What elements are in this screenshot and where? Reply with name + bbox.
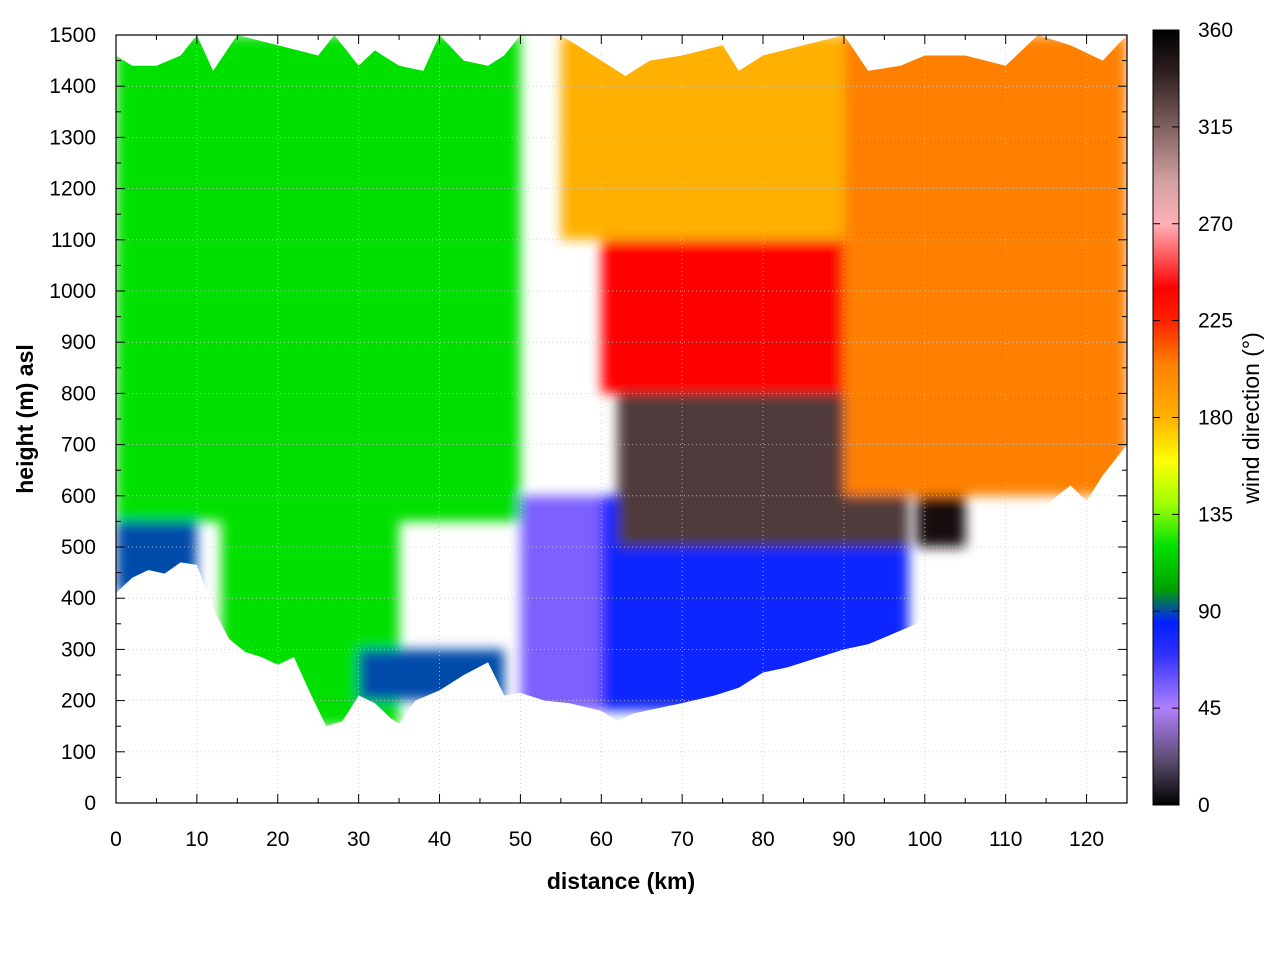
field-patch [116,521,197,594]
y-tick-label: 500 [61,536,96,559]
y-tick-label: 800 [61,382,96,405]
x-axis: 0 10 20 30 40 50 60 70 80 90 100 110 120 [110,35,1104,851]
field-patch [560,35,844,240]
x-tick-label: 50 [509,828,532,851]
x-tick-label: 30 [347,828,370,851]
colorbar-tick-label: 180 [1198,407,1233,430]
x-tick-label: 110 [989,828,1022,851]
x-axis-title: distance (km) [547,868,695,894]
field-patch [843,35,1127,496]
x-tick-label: 70 [670,828,693,851]
colorbar: 0 45 90 135 180 225 270 315 360 wind direction (… [1152,19,1264,817]
colorbar-title: wind direction (°) [1238,332,1264,505]
x-tick-label: 80 [751,828,774,851]
field-patch [358,649,505,701]
y-tick-label: 900 [61,331,96,354]
colorbar-tick-label: 90 [1198,600,1221,623]
colorbar-ticks: 0 45 90 135 180 225 270 315 360 [1153,19,1233,817]
y-tick-label: 700 [61,434,96,457]
field-patch [116,35,521,522]
y-tick-label: 1300 [49,126,96,149]
y-tick-label: 1500 [49,24,96,47]
colorbar-tick-label: 360 [1198,19,1233,42]
y-tick-label: 200 [61,690,96,713]
colorbar-tick-label: 45 [1198,697,1221,720]
x-tick-label: 90 [832,828,855,851]
y-tick-label: 1000 [49,280,96,303]
y-tick-label: 400 [61,587,96,610]
y-tick-label: 600 [61,485,96,508]
y-tick-label: 1400 [49,75,96,98]
colorbar-tick-label: 135 [1198,503,1233,526]
colorbar-tick-label: 0 [1198,794,1210,817]
y-axis-title: height (m) asl [12,344,38,494]
x-tick-label: 100 [907,828,942,851]
grid-lines [115,34,1127,804]
x-tick-label: 10 [185,828,208,851]
field-patches [116,35,1127,727]
colorbar-tick-label: 225 [1198,310,1233,333]
y-tick-label: 1100 [51,229,96,252]
x-tick-label: 20 [266,828,289,851]
y-axis: 0 100 200 300 400 500 600 700 800 900 1000 1100 1200… [49,24,1127,815]
x-tick-label: 60 [590,828,613,851]
colorbar-tick-label: 270 [1198,213,1233,236]
colorbar-tick-label: 315 [1198,116,1233,139]
x-tick-label: 40 [428,828,451,851]
y-tick-label: 1200 [49,178,96,201]
x-tick-label: 0 [110,828,122,851]
y-tick-label: 100 [61,741,96,764]
plot-area [115,34,1128,804]
y-tick-label: 300 [61,638,96,661]
y-tick-label: 0 [84,792,96,815]
x-tick-label: 120 [1069,828,1104,851]
wind-direction-field [116,35,1127,727]
